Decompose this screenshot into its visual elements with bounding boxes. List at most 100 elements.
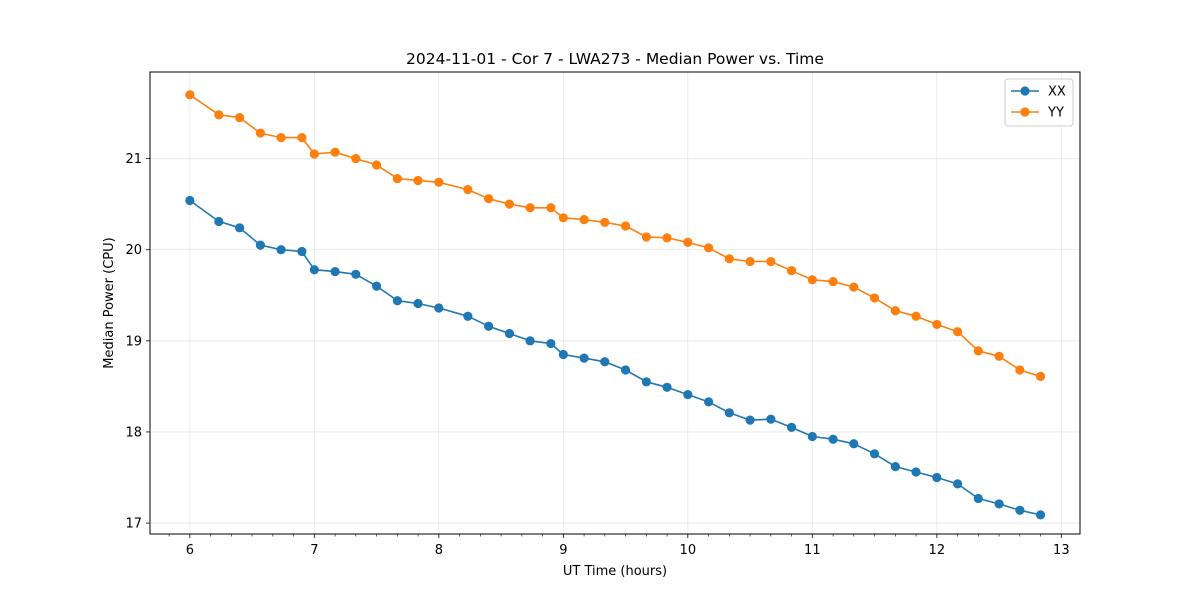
data-point-yy bbox=[330, 147, 340, 157]
data-point-xx bbox=[724, 408, 734, 418]
data-point-xx bbox=[890, 461, 900, 472]
data-point-yy bbox=[255, 128, 266, 138]
data-point-yy bbox=[662, 233, 672, 243]
data-point-yy bbox=[392, 174, 402, 184]
data-point-xx bbox=[525, 336, 535, 346]
data-point-yy bbox=[828, 276, 838, 287]
grid bbox=[150, 72, 1080, 534]
data-point-yy bbox=[579, 215, 589, 225]
data-point-yy bbox=[849, 282, 859, 292]
data-point-xx bbox=[704, 397, 714, 407]
data-point-xx bbox=[309, 265, 319, 275]
data-point-yy bbox=[932, 319, 942, 330]
data-point-xx bbox=[807, 431, 817, 442]
data-point-yy bbox=[704, 243, 714, 253]
x-tick-label: 8 bbox=[435, 543, 443, 558]
y-tick-label: 21 bbox=[125, 152, 142, 167]
data-point-xx bbox=[620, 365, 631, 375]
data-point-yy bbox=[911, 311, 921, 321]
data-point-xx bbox=[911, 467, 921, 477]
data-point-yy bbox=[214, 110, 224, 120]
legend-label-yy[interactable]: YY bbox=[1047, 106, 1064, 121]
data-point-xx bbox=[463, 311, 473, 321]
data-point-yy bbox=[546, 203, 556, 213]
data-point-yy bbox=[309, 149, 319, 159]
x-tick-label: 7 bbox=[310, 543, 318, 558]
data-point-xx bbox=[413, 298, 423, 309]
data-point-xx bbox=[371, 281, 382, 291]
data-point-yy bbox=[235, 112, 245, 123]
data-point-xx bbox=[558, 349, 568, 360]
data-point-xx bbox=[828, 434, 838, 444]
data-point-xx bbox=[745, 415, 755, 425]
y-tick-label: 18 bbox=[125, 425, 142, 440]
data-point-xx bbox=[869, 449, 880, 459]
legend[interactable]: XX YY bbox=[1004, 78, 1074, 127]
data-point-yy bbox=[525, 203, 535, 213]
data-point-xx bbox=[504, 328, 515, 339]
data-point-xx bbox=[683, 389, 693, 400]
data-point-yy bbox=[994, 351, 1004, 361]
x-axis-label: UT Time (hours) bbox=[563, 564, 667, 579]
data-point-yy bbox=[558, 213, 568, 223]
data-point-yy bbox=[434, 177, 444, 187]
data-point-yy bbox=[484, 194, 494, 204]
data-point-xx bbox=[330, 266, 340, 277]
data-point-yy bbox=[807, 275, 817, 285]
data-point-yy bbox=[641, 232, 651, 242]
data-point-yy bbox=[600, 217, 610, 227]
data-point-xx bbox=[546, 338, 556, 349]
data-point-xx bbox=[973, 493, 983, 504]
data-point-xx bbox=[579, 353, 589, 363]
data-point-xx bbox=[434, 303, 444, 313]
x-tick-label: 10 bbox=[680, 543, 697, 558]
data-point-xx bbox=[1015, 505, 1025, 515]
series-layer bbox=[185, 90, 1046, 520]
y-tick-label: 17 bbox=[125, 517, 142, 532]
data-point-xx bbox=[641, 377, 651, 387]
x-tick-label: 11 bbox=[804, 543, 821, 558]
data-point-xx bbox=[786, 422, 797, 432]
data-point-xx bbox=[662, 382, 672, 392]
chart-title: 2024-11-01 - Cor 7 - LWA273 - Median Pow… bbox=[406, 50, 824, 68]
data-point-xx bbox=[392, 296, 402, 306]
legend-label-xx[interactable]: XX bbox=[1048, 85, 1066, 100]
data-point-yy bbox=[1015, 365, 1025, 375]
data-point-yy bbox=[620, 221, 631, 231]
data-point-yy bbox=[371, 160, 382, 170]
legend-marker-yy bbox=[1020, 107, 1030, 117]
data-point-yy bbox=[724, 254, 734, 264]
x-tick-label: 6 bbox=[186, 543, 194, 558]
data-point-xx bbox=[994, 499, 1004, 509]
data-point-xx bbox=[185, 195, 195, 206]
x-tick-label: 9 bbox=[559, 543, 567, 558]
data-point-xx bbox=[297, 246, 307, 257]
data-point-yy bbox=[683, 237, 693, 248]
data-point-yy bbox=[297, 133, 307, 143]
data-point-xx bbox=[235, 223, 245, 233]
data-point-yy bbox=[869, 293, 880, 303]
y-tick-label: 19 bbox=[125, 334, 142, 349]
x-tick-label: 13 bbox=[1053, 543, 1070, 558]
data-point-yy bbox=[413, 175, 423, 186]
data-point-yy bbox=[1035, 371, 1046, 381]
y-tick-label: 20 bbox=[125, 243, 142, 258]
data-point-xx bbox=[953, 479, 963, 489]
axes: 6 7 8 9 10 11 12 13 17 18 19 20 21 bbox=[125, 152, 1069, 558]
y-axis-label: Median Power (CPU) bbox=[102, 237, 117, 368]
data-point-xx bbox=[214, 216, 224, 227]
data-point-xx bbox=[932, 472, 942, 483]
x-tick-label: 12 bbox=[929, 543, 946, 558]
data-point-xx bbox=[276, 245, 286, 255]
data-point-xx bbox=[766, 414, 776, 424]
data-point-xx bbox=[1035, 510, 1046, 520]
data-point-yy bbox=[766, 256, 776, 267]
data-point-xx bbox=[255, 240, 266, 250]
data-point-xx bbox=[849, 439, 859, 449]
data-point-yy bbox=[890, 306, 900, 316]
data-point-xx bbox=[351, 269, 361, 279]
data-point-yy bbox=[504, 199, 515, 209]
data-point-xx bbox=[600, 357, 610, 367]
data-point-yy bbox=[745, 256, 755, 267]
data-point-yy bbox=[463, 184, 473, 195]
